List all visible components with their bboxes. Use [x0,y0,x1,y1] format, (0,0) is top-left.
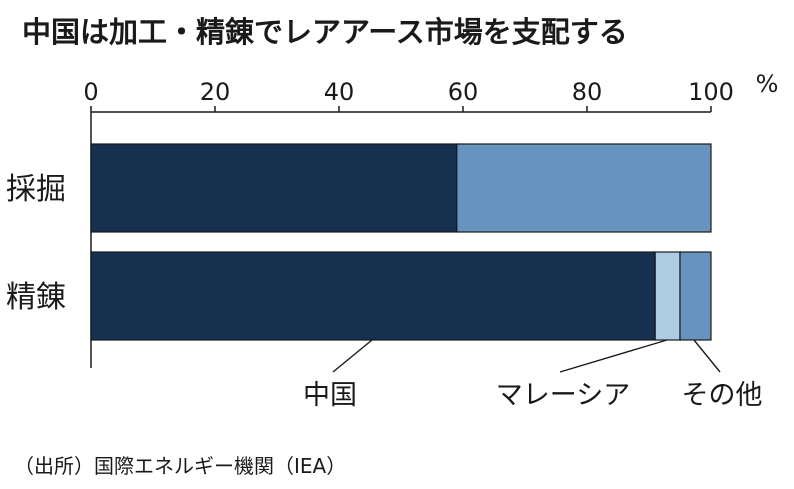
bar-segment [679,251,712,341]
legend-label: その他 [682,380,763,411]
bar-segment [90,143,458,233]
x-tick-label: 40 [324,78,355,106]
legend-leader-line [693,339,721,373]
category-label: 採掘 [6,172,66,207]
legend-label: マレーシア [496,380,630,411]
chart-title: 中国は加工・精錬でレアアース市場を支配する [22,15,628,49]
bar-segment [654,251,681,341]
bar-segment [456,143,712,233]
legend: 中国 マレーシア その他 [303,339,763,411]
x-tick-label: 100 [688,78,734,106]
bars [90,143,712,341]
x-tick-label: 0 [83,78,98,106]
legend-label: 中国 [303,380,357,411]
legend-leader-line [332,339,373,373]
x-tick-label: 20 [200,78,231,106]
x-tick-label: 60 [448,78,479,106]
legend-leader-line [559,339,668,373]
x-axis: 0 20 40 60 80 100% [83,70,778,368]
bar-segment [90,251,656,341]
source-note: （出所）国際エネルギー機関（IEA） [14,454,346,478]
unit-label: % [756,70,779,98]
x-tick-label: 80 [572,78,603,106]
category-label: 精錬 [6,280,66,315]
